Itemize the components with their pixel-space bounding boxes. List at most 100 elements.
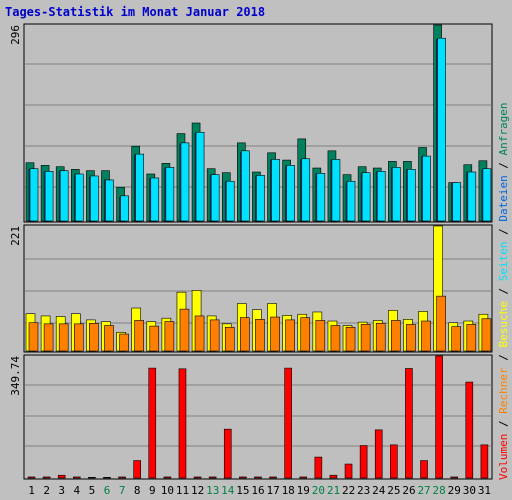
- bar-rechner: [43, 323, 54, 352]
- bar-volumen: [374, 429, 383, 479]
- bar-rechner: [406, 324, 416, 352]
- bar-rechner: [421, 320, 431, 352]
- x-tick-label: 30: [463, 484, 476, 497]
- bar-volumen: [88, 477, 96, 479]
- legend-entry-besuche: Besuche: [497, 301, 510, 347]
- bar-seiten: [44, 171, 54, 222]
- bar-rechner: [134, 320, 144, 352]
- bar-volumen: [465, 381, 474, 479]
- x-tick-label: 16: [251, 484, 264, 497]
- bar-seiten: [286, 165, 295, 222]
- x-tick-label: 18: [282, 484, 295, 497]
- bar-seiten: [29, 168, 39, 222]
- x-tick-label: 14: [221, 484, 235, 497]
- bar-rechner: [345, 326, 356, 352]
- x-tick-label: 17: [266, 484, 279, 497]
- legend-entry-rechner: Rechner: [497, 367, 510, 414]
- bar-seiten: [452, 182, 462, 222]
- bar-seiten: [165, 167, 175, 222]
- x-tick-label: 15: [236, 484, 249, 497]
- bar-seiten: [392, 167, 401, 222]
- x-tick-label: 23: [357, 484, 370, 497]
- x-tick-label: 24: [372, 484, 386, 497]
- bar-volumen: [72, 476, 81, 479]
- legend-separator: /: [497, 155, 510, 175]
- bar-seiten: [241, 150, 250, 222]
- bar-rechner: [285, 319, 295, 352]
- bar-seiten: [59, 170, 69, 222]
- bar-volumen: [178, 368, 187, 479]
- bar-volumen: [239, 476, 247, 479]
- x-tick-label: 20: [312, 484, 325, 497]
- bar-rechner: [224, 326, 235, 352]
- bar-seiten: [316, 173, 326, 222]
- chart-panel-top: 296: [9, 23, 493, 223]
- bar-seiten: [331, 159, 341, 222]
- bar-volumen: [193, 476, 202, 479]
- bar-seiten: [422, 155, 431, 222]
- bar-rechner: [451, 326, 462, 352]
- x-axis-labels: 1 2 3 4 5 6 7 8 9 10 11 12 13 14 15 16 17 18 19 20 21 22 23 24 2…: [28, 484, 491, 497]
- bar-seiten: [180, 142, 190, 222]
- bar-rechner: [466, 324, 477, 352]
- bar-volumen: [42, 476, 51, 479]
- bar-volumen: [390, 444, 398, 479]
- chart-title: Tages-Statistik im Monat Januar 2018: [5, 5, 266, 19]
- chart-panel-middle: 221: [9, 224, 493, 353]
- bar-rechner: [330, 325, 341, 352]
- bar-volumen: [148, 367, 157, 479]
- x-tick-label: 1: [28, 484, 35, 497]
- bar-rechner: [179, 308, 190, 352]
- bar-volumen: [450, 476, 459, 479]
- bar-volumen: [435, 355, 443, 479]
- bar-volumen: [133, 460, 141, 479]
- bar-rechner: [194, 315, 205, 352]
- x-tick-label: 31: [478, 484, 491, 497]
- bar-seiten: [482, 168, 492, 222]
- bar-seiten: [346, 180, 356, 222]
- bar-seiten: [376, 171, 386, 222]
- bar-volumen: [314, 456, 323, 479]
- x-tick-label: 10: [161, 484, 174, 497]
- x-tick-label: 6: [104, 484, 111, 497]
- x-tick-label: 19: [297, 484, 310, 497]
- legend-entry-volumen: Volumen: [497, 434, 510, 480]
- bar-rechner: [375, 322, 386, 352]
- bar-rechner: [481, 318, 492, 352]
- bar-rechner: [300, 317, 311, 352]
- right-legend: Volumen / Rechner / Besuche / Seiten / D…: [497, 102, 510, 480]
- x-tick-label: 8: [134, 484, 141, 497]
- bar-rechner: [119, 333, 129, 352]
- bar-seiten: [361, 172, 371, 222]
- bar-seiten: [74, 173, 84, 222]
- chart-panel-bottom: 349.74: [9, 354, 493, 480]
- bar-seiten: [150, 177, 160, 222]
- legend-separator: /: [497, 414, 510, 434]
- bar-volumen: [359, 445, 368, 479]
- bar-seiten: [437, 37, 446, 222]
- bar-seiten: [195, 131, 205, 222]
- bar-seiten: [120, 195, 129, 222]
- bar-volumen: [103, 477, 111, 479]
- bar-rechner: [209, 319, 220, 352]
- bar-seiten: [135, 153, 144, 222]
- bar-volumen: [344, 463, 353, 479]
- bar-rechner: [436, 295, 446, 352]
- bar-seiten: [105, 179, 114, 222]
- bar-rechner: [58, 323, 69, 352]
- x-tick-label: 28: [433, 484, 446, 497]
- x-tick-label: 12: [191, 484, 204, 497]
- legend-entry-anfragen: Anfragen: [497, 102, 510, 155]
- bar-rechner: [270, 316, 280, 352]
- bar-volumen: [480, 444, 489, 479]
- bar-seiten: [407, 169, 416, 222]
- chart-panels: 296 221 349.74: [9, 23, 493, 480]
- bar-seiten: [90, 175, 99, 222]
- bar-rechner: [89, 322, 99, 352]
- bar-seiten: [301, 158, 311, 222]
- legend-separator: /: [497, 222, 510, 242]
- legend-entry-dateien: Dateien: [497, 175, 510, 221]
- x-tick-label: 21: [327, 484, 340, 497]
- bar-volumen: [254, 476, 262, 479]
